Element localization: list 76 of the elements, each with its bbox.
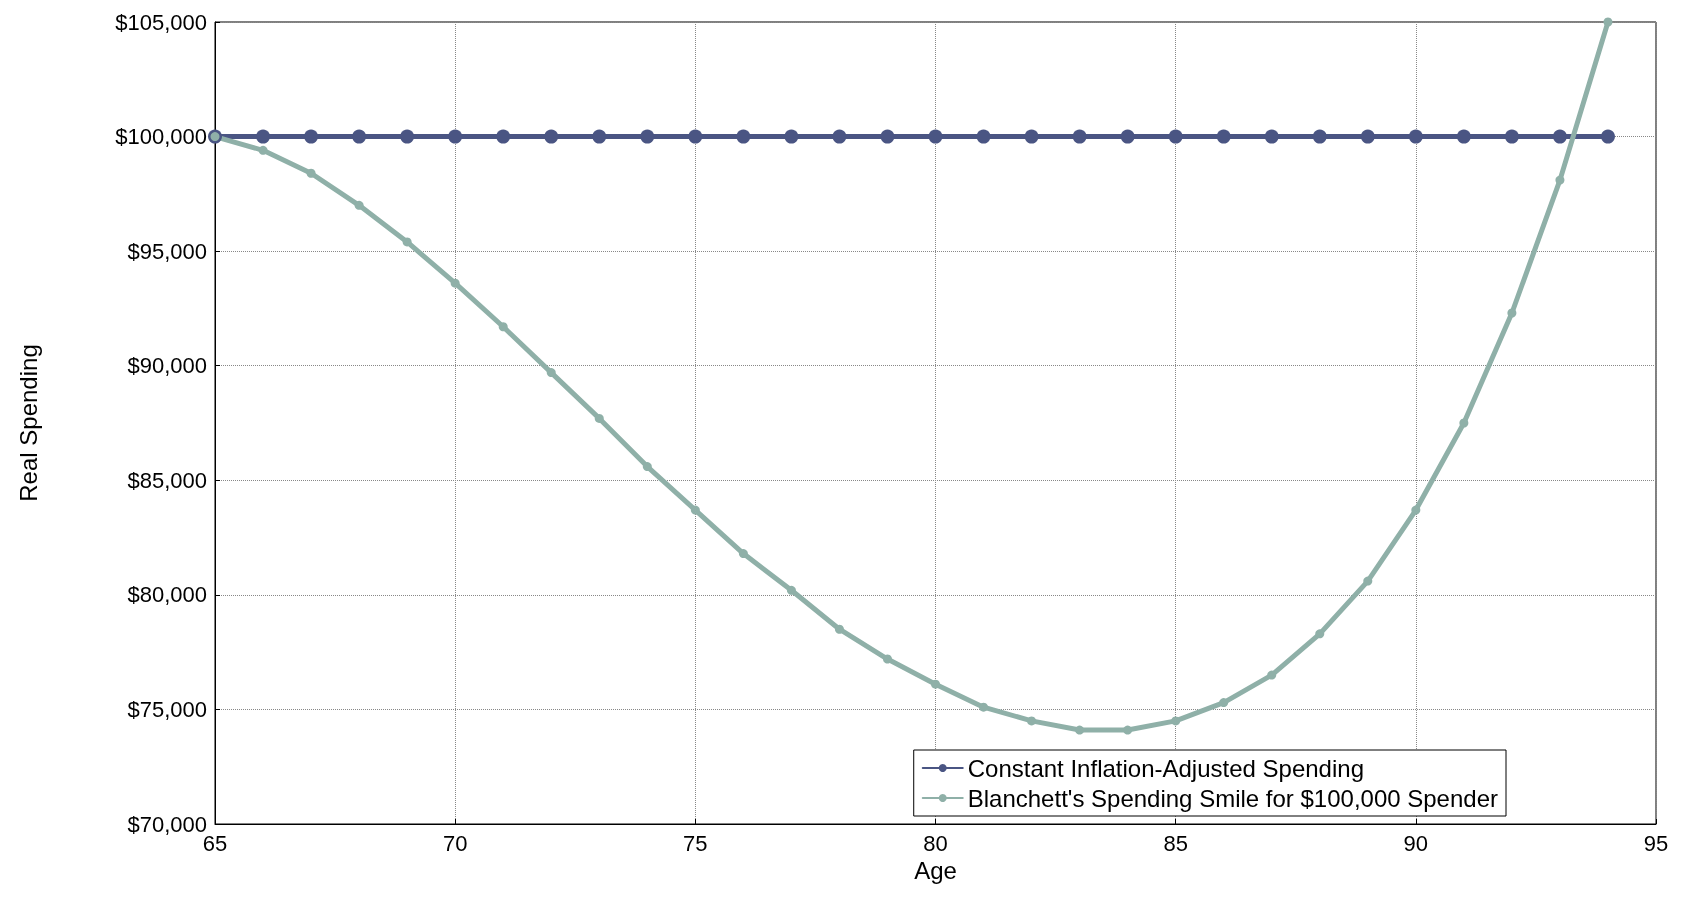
point xyxy=(306,168,316,178)
point xyxy=(882,654,892,664)
point xyxy=(1555,175,1565,185)
point xyxy=(1312,129,1327,144)
point xyxy=(256,129,271,144)
point xyxy=(544,129,559,144)
point xyxy=(1408,129,1423,144)
point xyxy=(1219,698,1229,708)
y-tick-label: $75,000 xyxy=(127,696,207,722)
point xyxy=(1459,418,1469,428)
y-tick-label: $85,000 xyxy=(127,467,207,493)
y-tick-label: $70,000 xyxy=(127,811,207,837)
point xyxy=(688,129,703,144)
point xyxy=(736,129,751,144)
point xyxy=(1075,725,1085,735)
x-tick-label: 85 xyxy=(1163,830,1188,856)
point xyxy=(1507,308,1517,318)
point xyxy=(498,322,508,332)
y-tick-label: $95,000 xyxy=(127,238,207,264)
point xyxy=(304,129,319,144)
point xyxy=(640,129,655,144)
point xyxy=(1168,129,1183,144)
point xyxy=(738,549,748,559)
point xyxy=(1264,129,1279,144)
point xyxy=(832,129,847,144)
y-tick-label: $80,000 xyxy=(127,582,207,608)
point xyxy=(1411,505,1421,515)
point xyxy=(1603,17,1613,27)
point xyxy=(592,129,607,144)
point xyxy=(352,129,367,144)
point xyxy=(1552,129,1567,144)
point xyxy=(402,237,412,247)
point xyxy=(979,702,989,712)
point xyxy=(496,129,511,144)
point xyxy=(1267,670,1277,680)
point xyxy=(690,505,700,515)
point xyxy=(1363,576,1373,586)
y-tick-label: $90,000 xyxy=(127,353,207,379)
legend-label: Blanchett's Spending Smile for $100,000 Spender xyxy=(967,784,1499,812)
legend-label: Constant Inflation-Adjusted Spending xyxy=(967,754,1365,782)
point xyxy=(1315,629,1325,639)
point xyxy=(1072,129,1087,144)
point xyxy=(931,679,940,689)
point xyxy=(258,145,268,155)
point xyxy=(976,129,991,144)
point xyxy=(400,129,415,144)
point xyxy=(928,129,943,144)
point xyxy=(1027,716,1037,726)
point xyxy=(642,462,652,472)
x-tick-label: 70 xyxy=(442,830,468,856)
point xyxy=(354,200,364,210)
point xyxy=(1120,129,1135,144)
point xyxy=(450,278,460,288)
y-tick-label: $105,000 xyxy=(115,9,207,35)
y-tick-label: $100,000 xyxy=(115,124,207,150)
point xyxy=(1024,129,1039,144)
point xyxy=(546,368,556,378)
point xyxy=(784,129,799,144)
point xyxy=(880,129,895,144)
x-tick-label: 90 xyxy=(1403,830,1429,856)
point xyxy=(1123,725,1133,735)
point xyxy=(1216,129,1231,144)
y-axis-title: Real Spending xyxy=(14,344,42,502)
point xyxy=(1600,129,1615,144)
point xyxy=(786,585,796,595)
point xyxy=(1456,129,1471,144)
point xyxy=(1171,716,1181,726)
x-axis-title: Age xyxy=(914,857,957,885)
x-tick-label: 75 xyxy=(683,830,708,856)
x-tick-label: 80 xyxy=(923,830,948,856)
point xyxy=(1504,129,1519,144)
point xyxy=(594,413,604,423)
point xyxy=(448,129,463,144)
point xyxy=(1360,129,1375,144)
point xyxy=(834,624,844,634)
x-tick-label: 95 xyxy=(1643,830,1669,856)
